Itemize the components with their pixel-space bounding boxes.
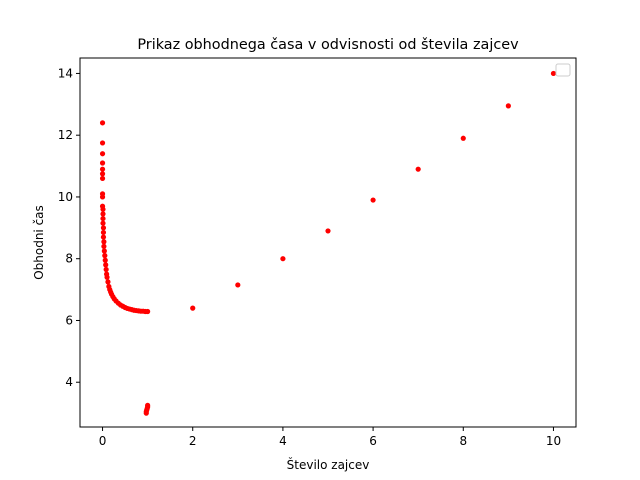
x-tick-label: 6 (369, 434, 377, 448)
data-point (415, 166, 421, 172)
data-point (280, 256, 286, 262)
data-point (100, 234, 107, 240)
data-point (99, 194, 106, 200)
y-tick-label: 4 (65, 375, 73, 389)
data-point (505, 103, 511, 109)
data-point (102, 253, 108, 259)
data-point (325, 228, 331, 234)
data-point (99, 175, 106, 182)
axis-ticks: 0 2 4 6 8 10 4 6 8 10 12 14 (58, 66, 561, 448)
data-point (104, 274, 110, 280)
data-point (145, 308, 151, 315)
y-tick-label: 14 (58, 66, 73, 80)
data-point (105, 279, 111, 285)
x-axis-label: Število zajcev (287, 457, 370, 472)
x-tick-label: 10 (546, 434, 561, 448)
chart-title: Prikaz obhodnega časa v odvisnosti od št… (137, 37, 519, 53)
data-point (100, 220, 106, 226)
legend-box (555, 63, 571, 77)
data-point (103, 266, 109, 273)
x-tick-label: 2 (189, 434, 197, 448)
data-point (550, 70, 557, 77)
data-point (101, 248, 107, 254)
y-tick-label: 12 (58, 128, 73, 142)
x-tick-label: 0 (99, 434, 107, 448)
data-point (100, 229, 107, 236)
y-axis-label: Obhodni čas (32, 205, 46, 280)
data-point (370, 197, 376, 203)
data-point (190, 305, 196, 311)
data-point (460, 135, 466, 141)
data-point (145, 402, 151, 408)
data-point (100, 225, 107, 231)
data-points (99, 70, 557, 416)
y-tick-label: 10 (58, 190, 73, 204)
data-point (102, 257, 108, 263)
plot-frame (79, 57, 577, 428)
data-point (235, 282, 241, 288)
y-tick-label: 6 (65, 313, 73, 327)
data-point (99, 120, 106, 126)
data-point (101, 243, 107, 249)
data-point (103, 262, 109, 268)
data-point (100, 206, 106, 212)
data-point (99, 140, 106, 146)
data-point (99, 160, 106, 166)
x-tick-label: 8 (459, 434, 467, 448)
x-tick-label: 4 (279, 434, 287, 448)
data-point (100, 215, 106, 222)
data-point (99, 171, 106, 177)
data-point (99, 166, 106, 172)
data-point (100, 211, 106, 217)
y-tick-label: 8 (65, 252, 73, 266)
data-point (101, 239, 107, 245)
data-point (99, 151, 106, 157)
